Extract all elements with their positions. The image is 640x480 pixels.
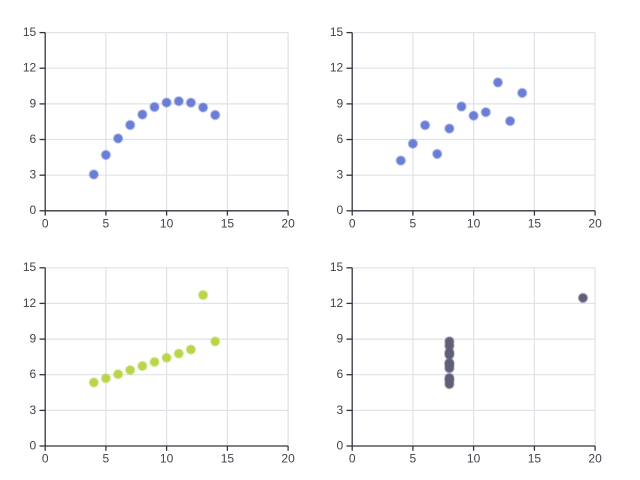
- svg-text:0: 0: [42, 216, 49, 230]
- svg-text:20: 20: [588, 216, 602, 230]
- svg-text:20: 20: [281, 216, 295, 230]
- svg-text:15: 15: [23, 25, 37, 39]
- svg-text:15: 15: [528, 452, 542, 466]
- svg-text:3: 3: [337, 403, 344, 417]
- svg-text:5: 5: [410, 452, 417, 466]
- svg-text:10: 10: [467, 216, 481, 230]
- svg-text:0: 0: [42, 452, 49, 466]
- svg-text:5: 5: [103, 216, 110, 230]
- svg-text:10: 10: [160, 452, 174, 466]
- svg-text:15: 15: [528, 216, 542, 230]
- svg-text:0: 0: [349, 216, 356, 230]
- svg-text:3: 3: [30, 403, 37, 417]
- svg-text:0: 0: [30, 438, 37, 452]
- svg-text:0: 0: [337, 438, 344, 452]
- svg-text:15: 15: [23, 260, 37, 274]
- svg-text:6: 6: [337, 132, 344, 146]
- svg-text:15: 15: [221, 452, 235, 466]
- svg-text:9: 9: [337, 96, 344, 110]
- svg-text:0: 0: [337, 203, 344, 217]
- svg-text:10: 10: [160, 216, 174, 230]
- svg-text:15: 15: [221, 216, 235, 230]
- svg-text:12: 12: [330, 61, 344, 75]
- svg-text:9: 9: [30, 96, 37, 110]
- svg-text:5: 5: [103, 452, 110, 466]
- svg-text:6: 6: [30, 367, 37, 381]
- svg-text:5: 5: [410, 216, 417, 230]
- svg-text:12: 12: [330, 296, 344, 310]
- svg-text:20: 20: [588, 452, 602, 466]
- svg-text:9: 9: [337, 332, 344, 346]
- svg-text:6: 6: [337, 367, 344, 381]
- svg-text:12: 12: [23, 61, 37, 75]
- svg-text:15: 15: [330, 260, 344, 274]
- svg-text:9: 9: [30, 332, 37, 346]
- svg-text:3: 3: [30, 168, 37, 182]
- svg-text:0: 0: [30, 203, 37, 217]
- svg-text:10: 10: [467, 452, 481, 466]
- svg-text:15: 15: [330, 25, 344, 39]
- svg-text:3: 3: [337, 168, 344, 182]
- svg-text:6: 6: [30, 132, 37, 146]
- svg-text:20: 20: [281, 452, 295, 466]
- svg-text:0: 0: [349, 452, 356, 466]
- svg-text:12: 12: [23, 296, 37, 310]
